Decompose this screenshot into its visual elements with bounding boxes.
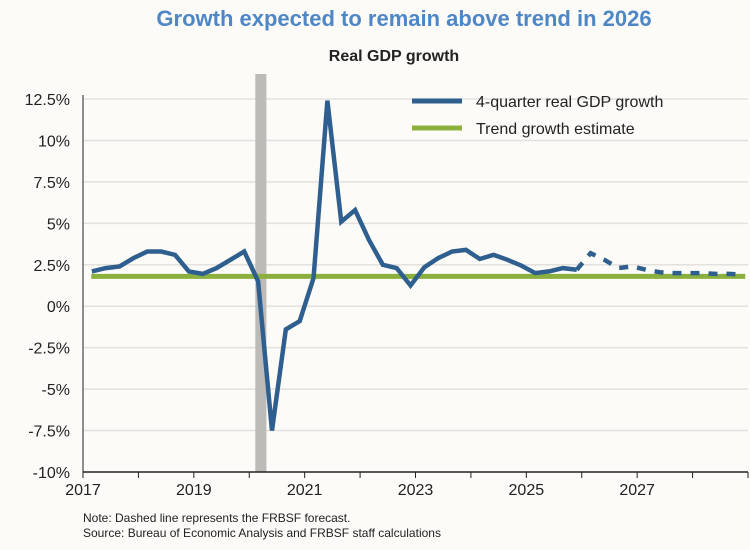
footnote: Note: Dashed line represents the FRBSF f… <box>83 511 351 525</box>
gdp-forecast-line <box>575 250 744 277</box>
y-tick-label: 0% <box>47 299 70 316</box>
x-tick-label: 2021 <box>287 482 323 499</box>
chart-subtitle: Real GDP growth <box>328 48 460 65</box>
x-tick-label: 2017 <box>65 482 101 499</box>
source-note: Source: Bureau of Economic Analysis and … <box>83 526 441 540</box>
x-tick-label: 2027 <box>619 482 655 499</box>
x-tick-label: 2025 <box>509 482 545 499</box>
recession-shading <box>255 74 267 472</box>
y-tick-label: 2.5% <box>34 258 70 275</box>
y-tick-label: 10% <box>38 133 70 150</box>
legend-label-trend: Trend growth estimate <box>476 121 635 138</box>
y-tick-label: 5% <box>47 216 70 233</box>
x-tick-label: 2019 <box>176 482 212 499</box>
x-tick-label: 2023 <box>398 482 434 499</box>
y-tick-label: -2.5% <box>28 341 70 358</box>
y-tick-label: -7.5% <box>28 424 70 441</box>
legend-label-gdp: 4-quarter real GDP growth <box>476 94 663 111</box>
y-tick-label: 7.5% <box>34 175 70 192</box>
chart-title: Growth expected to remain above trend in… <box>156 6 652 31</box>
gdp-actual-line <box>91 100 578 431</box>
y-tick-label: -5% <box>42 382 70 399</box>
y-tick-label: -10% <box>33 465 70 482</box>
y-tick-label: 12.5% <box>25 92 70 109</box>
